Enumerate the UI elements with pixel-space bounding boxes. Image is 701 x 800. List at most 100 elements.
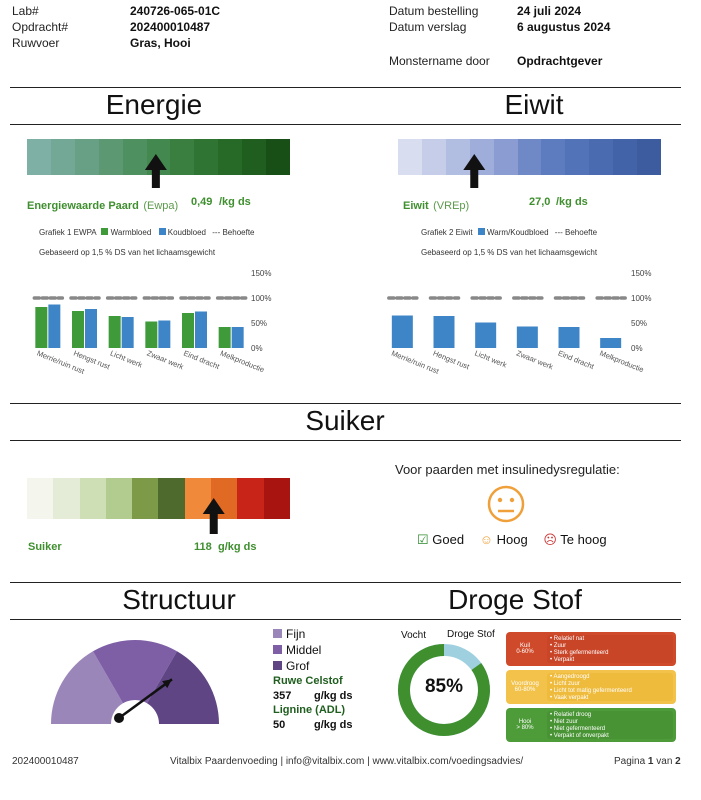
chart-bar (391, 315, 413, 348)
neutral-face-icon (487, 485, 525, 523)
droge-stof-label: Droge Stof (447, 629, 495, 640)
legend-swatch (101, 228, 109, 235)
report-date-label: Datum verslag (389, 20, 467, 34)
eiwit-name: Eiwit (403, 200, 429, 212)
ds-item: Licht tot matig gefermenteerd (553, 688, 632, 694)
legend-swatch (158, 228, 166, 235)
order-label: Opdracht# (12, 20, 69, 34)
y-tick-label: 50% (631, 319, 647, 328)
legend-title: Grafiek 2 Eiwit (421, 228, 473, 237)
celstof-value: 357 (273, 690, 292, 702)
divider (10, 403, 681, 404)
eiwit-unit-abbr: (VREp) (433, 200, 470, 212)
ds-box-name: Kuil (519, 643, 530, 649)
sad-icon: ☹ (543, 532, 557, 547)
footer-order: 202400010487 (12, 756, 79, 767)
legend-te-hoog: Te hoog (560, 532, 607, 547)
ds-box-kuil: Kuil 0-60% • Relatief nat • Zuur • Sterk … (506, 632, 676, 666)
legend-swatch (477, 228, 485, 235)
x-tick-label: Eind dracht (182, 349, 221, 372)
ds-item: Niet gefermenteerd (553, 726, 606, 732)
neutral-small-icon: ☺ (479, 532, 493, 547)
scale-segment (27, 139, 51, 175)
eiwit-note: Gebaseerd op 1,5 % DS van het lichaamsge… (421, 248, 598, 257)
lab-value: 240726-065-01C (130, 4, 221, 18)
gauge-segment (51, 651, 123, 724)
suiker-arrow-icon (202, 498, 225, 534)
legend-title: Grafiek 1 EWPA (39, 228, 97, 237)
eiwit-scale-bar (398, 139, 661, 175)
section-title-droge-stof: Droge Stof (448, 584, 582, 615)
footer-page: Pagina 1 van 2 (614, 756, 681, 767)
ds-item: Niet zuur (553, 719, 578, 725)
chart-bar (48, 304, 61, 348)
legend-warm-koudbloed: Warm/Koudbloed (487, 228, 549, 237)
scale-segment (194, 139, 219, 175)
section-title-energie: Energie (105, 89, 203, 120)
chart-bar (475, 322, 497, 348)
scale-segment (517, 139, 542, 175)
scale-segment (445, 139, 470, 175)
divider (10, 440, 681, 441)
sampling-label: Monstername door (389, 54, 490, 68)
ds-item: Relatief droog (553, 712, 592, 718)
ds-box-range: 60-80% (514, 687, 536, 693)
divider (10, 124, 681, 125)
energie-value: 0,49 (191, 196, 213, 208)
y-tick-label: 150% (251, 269, 271, 278)
x-tick-label: Licht werk (473, 349, 508, 370)
page-prefix: Pagina (614, 756, 646, 767)
page-current: 1 (647, 756, 654, 767)
page-sep: van (656, 756, 673, 767)
scale-segment (266, 139, 290, 175)
y-tick-label: 150% (631, 269, 651, 278)
x-tick-label: Licht werk (109, 349, 144, 370)
scale-segment (565, 139, 590, 175)
scale-segment (105, 478, 133, 519)
lignine-label: Lignine (ADL) (273, 704, 346, 716)
chart-bar (218, 327, 231, 348)
suiker-value: 118 (194, 541, 212, 553)
structuur-gauge (51, 640, 219, 724)
chart-bar (108, 316, 121, 348)
scale-segment (613, 139, 638, 175)
section-title-suiker: Suiker (305, 405, 385, 436)
scale-segment (170, 139, 195, 175)
eiwit-legend: Grafiek 2 Eiwit Warm/Koudbloed --- Behoe… (421, 228, 597, 237)
y-tick-label: 0% (631, 344, 643, 353)
legend-goed: Goed (432, 532, 465, 547)
legend-swatch (273, 661, 282, 670)
scale-segment (79, 478, 106, 519)
feed-value: Gras, Hooi (130, 36, 191, 50)
scale-segment (493, 139, 518, 175)
divider (10, 619, 681, 620)
eiwit-value: 27,0 (529, 196, 551, 208)
legend-swatch (273, 645, 282, 654)
section-title-structuur: Structuur (122, 584, 236, 615)
energie-name: Energiewaarde Paard (27, 200, 139, 212)
lignine-value: 50 (273, 719, 286, 731)
feed-label: Ruwvoer (12, 36, 60, 50)
energie-note: Gebaseerd op 1,5 % DS van het lichaamsge… (39, 248, 216, 257)
scale-segment (74, 139, 99, 175)
chart-bar (145, 321, 158, 348)
scale-segment (237, 478, 264, 519)
scale-segment (589, 139, 614, 175)
chart-bar (195, 311, 207, 348)
scale-segment (132, 478, 159, 519)
chart-bar (516, 326, 538, 348)
droge-stof-slice (398, 644, 490, 736)
energie-arrow-icon (144, 154, 167, 188)
ds-item: Vaak verpakt (553, 695, 589, 701)
check-icon: ☑ (417, 532, 429, 547)
energie-scale-bar (27, 139, 290, 175)
x-tick-label: Zwaar werk (515, 349, 555, 372)
legend-warmbloed: Warmbloed (110, 228, 152, 237)
ds-item: Licht zuur (553, 681, 580, 687)
scale-segment (263, 478, 290, 519)
scale-segment (50, 139, 75, 175)
scale-segment (122, 139, 147, 175)
suiker-name: Suiker (28, 541, 62, 553)
